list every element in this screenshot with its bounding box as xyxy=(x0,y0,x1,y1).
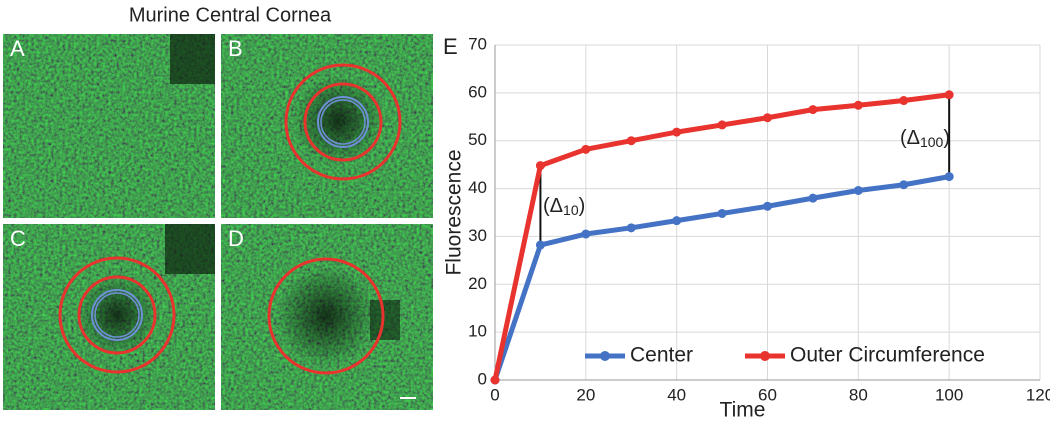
x-tick-label: 20 xyxy=(576,385,595,404)
y-tick-label: 40 xyxy=(468,178,487,197)
panel-b: B xyxy=(221,34,433,218)
y-tick-label: 20 xyxy=(468,274,487,293)
data-point xyxy=(808,105,818,115)
annotation-subscript: 10 xyxy=(563,202,579,218)
data-point xyxy=(717,120,727,130)
legend-label: Center xyxy=(630,344,693,367)
data-point xyxy=(853,185,863,195)
data-point xyxy=(626,223,636,233)
y-tick-label: 70 xyxy=(468,34,487,53)
panel-label: C xyxy=(10,226,26,251)
annotation: (Δ10) xyxy=(543,195,585,217)
data-point xyxy=(717,208,727,218)
legend-swatch xyxy=(600,351,610,361)
legend-swatch xyxy=(760,351,770,361)
panel-label: B xyxy=(228,36,243,61)
legend-label: Outer Circumference xyxy=(790,344,985,367)
data-point xyxy=(535,161,545,171)
y-tick-label: 10 xyxy=(468,322,487,341)
x-tick-label: 0 xyxy=(490,385,499,404)
data-point xyxy=(808,193,818,203)
x-tick-label: 100 xyxy=(935,385,963,404)
panel-a: A xyxy=(3,34,215,218)
annotation-text: ) xyxy=(943,127,950,149)
x-tick-label: 120 xyxy=(1026,385,1050,404)
data-point xyxy=(626,136,636,146)
data-point xyxy=(899,96,909,106)
panel-label: E xyxy=(443,34,458,59)
annotation: (Δ100) xyxy=(900,127,950,149)
data-point xyxy=(490,375,500,385)
y-axis-label: Fluorescence xyxy=(443,149,466,275)
annotation-text: (Δ xyxy=(543,195,563,217)
data-point xyxy=(944,90,954,100)
data-point xyxy=(944,172,954,182)
panel-label: A xyxy=(10,36,25,61)
figure-title: Murine Central Cornea xyxy=(129,4,332,26)
data-point xyxy=(763,201,772,211)
annotation-subscript: 100 xyxy=(920,134,944,150)
data-point xyxy=(763,113,772,123)
data-point xyxy=(581,144,591,154)
data-point xyxy=(581,229,591,239)
y-tick-label: 30 xyxy=(468,226,487,245)
data-point xyxy=(535,240,545,250)
panel-c: C xyxy=(3,224,215,410)
data-point xyxy=(672,127,682,137)
panel-d: D xyxy=(221,224,433,410)
panel-label: D xyxy=(228,226,244,251)
data-point xyxy=(853,100,863,110)
x-tick-label: 80 xyxy=(849,385,868,404)
x-tick-label: 60 xyxy=(758,385,777,404)
y-tick-label: 0 xyxy=(478,369,487,388)
x-axis-label: Time xyxy=(720,399,766,422)
y-tick-label: 60 xyxy=(468,82,487,101)
annotation-text: ) xyxy=(579,195,586,217)
data-point xyxy=(672,216,682,226)
data-point xyxy=(899,180,909,190)
x-tick-label: 40 xyxy=(667,385,686,404)
annotation-text: (Δ xyxy=(900,127,920,149)
y-tick-label: 50 xyxy=(468,130,487,149)
